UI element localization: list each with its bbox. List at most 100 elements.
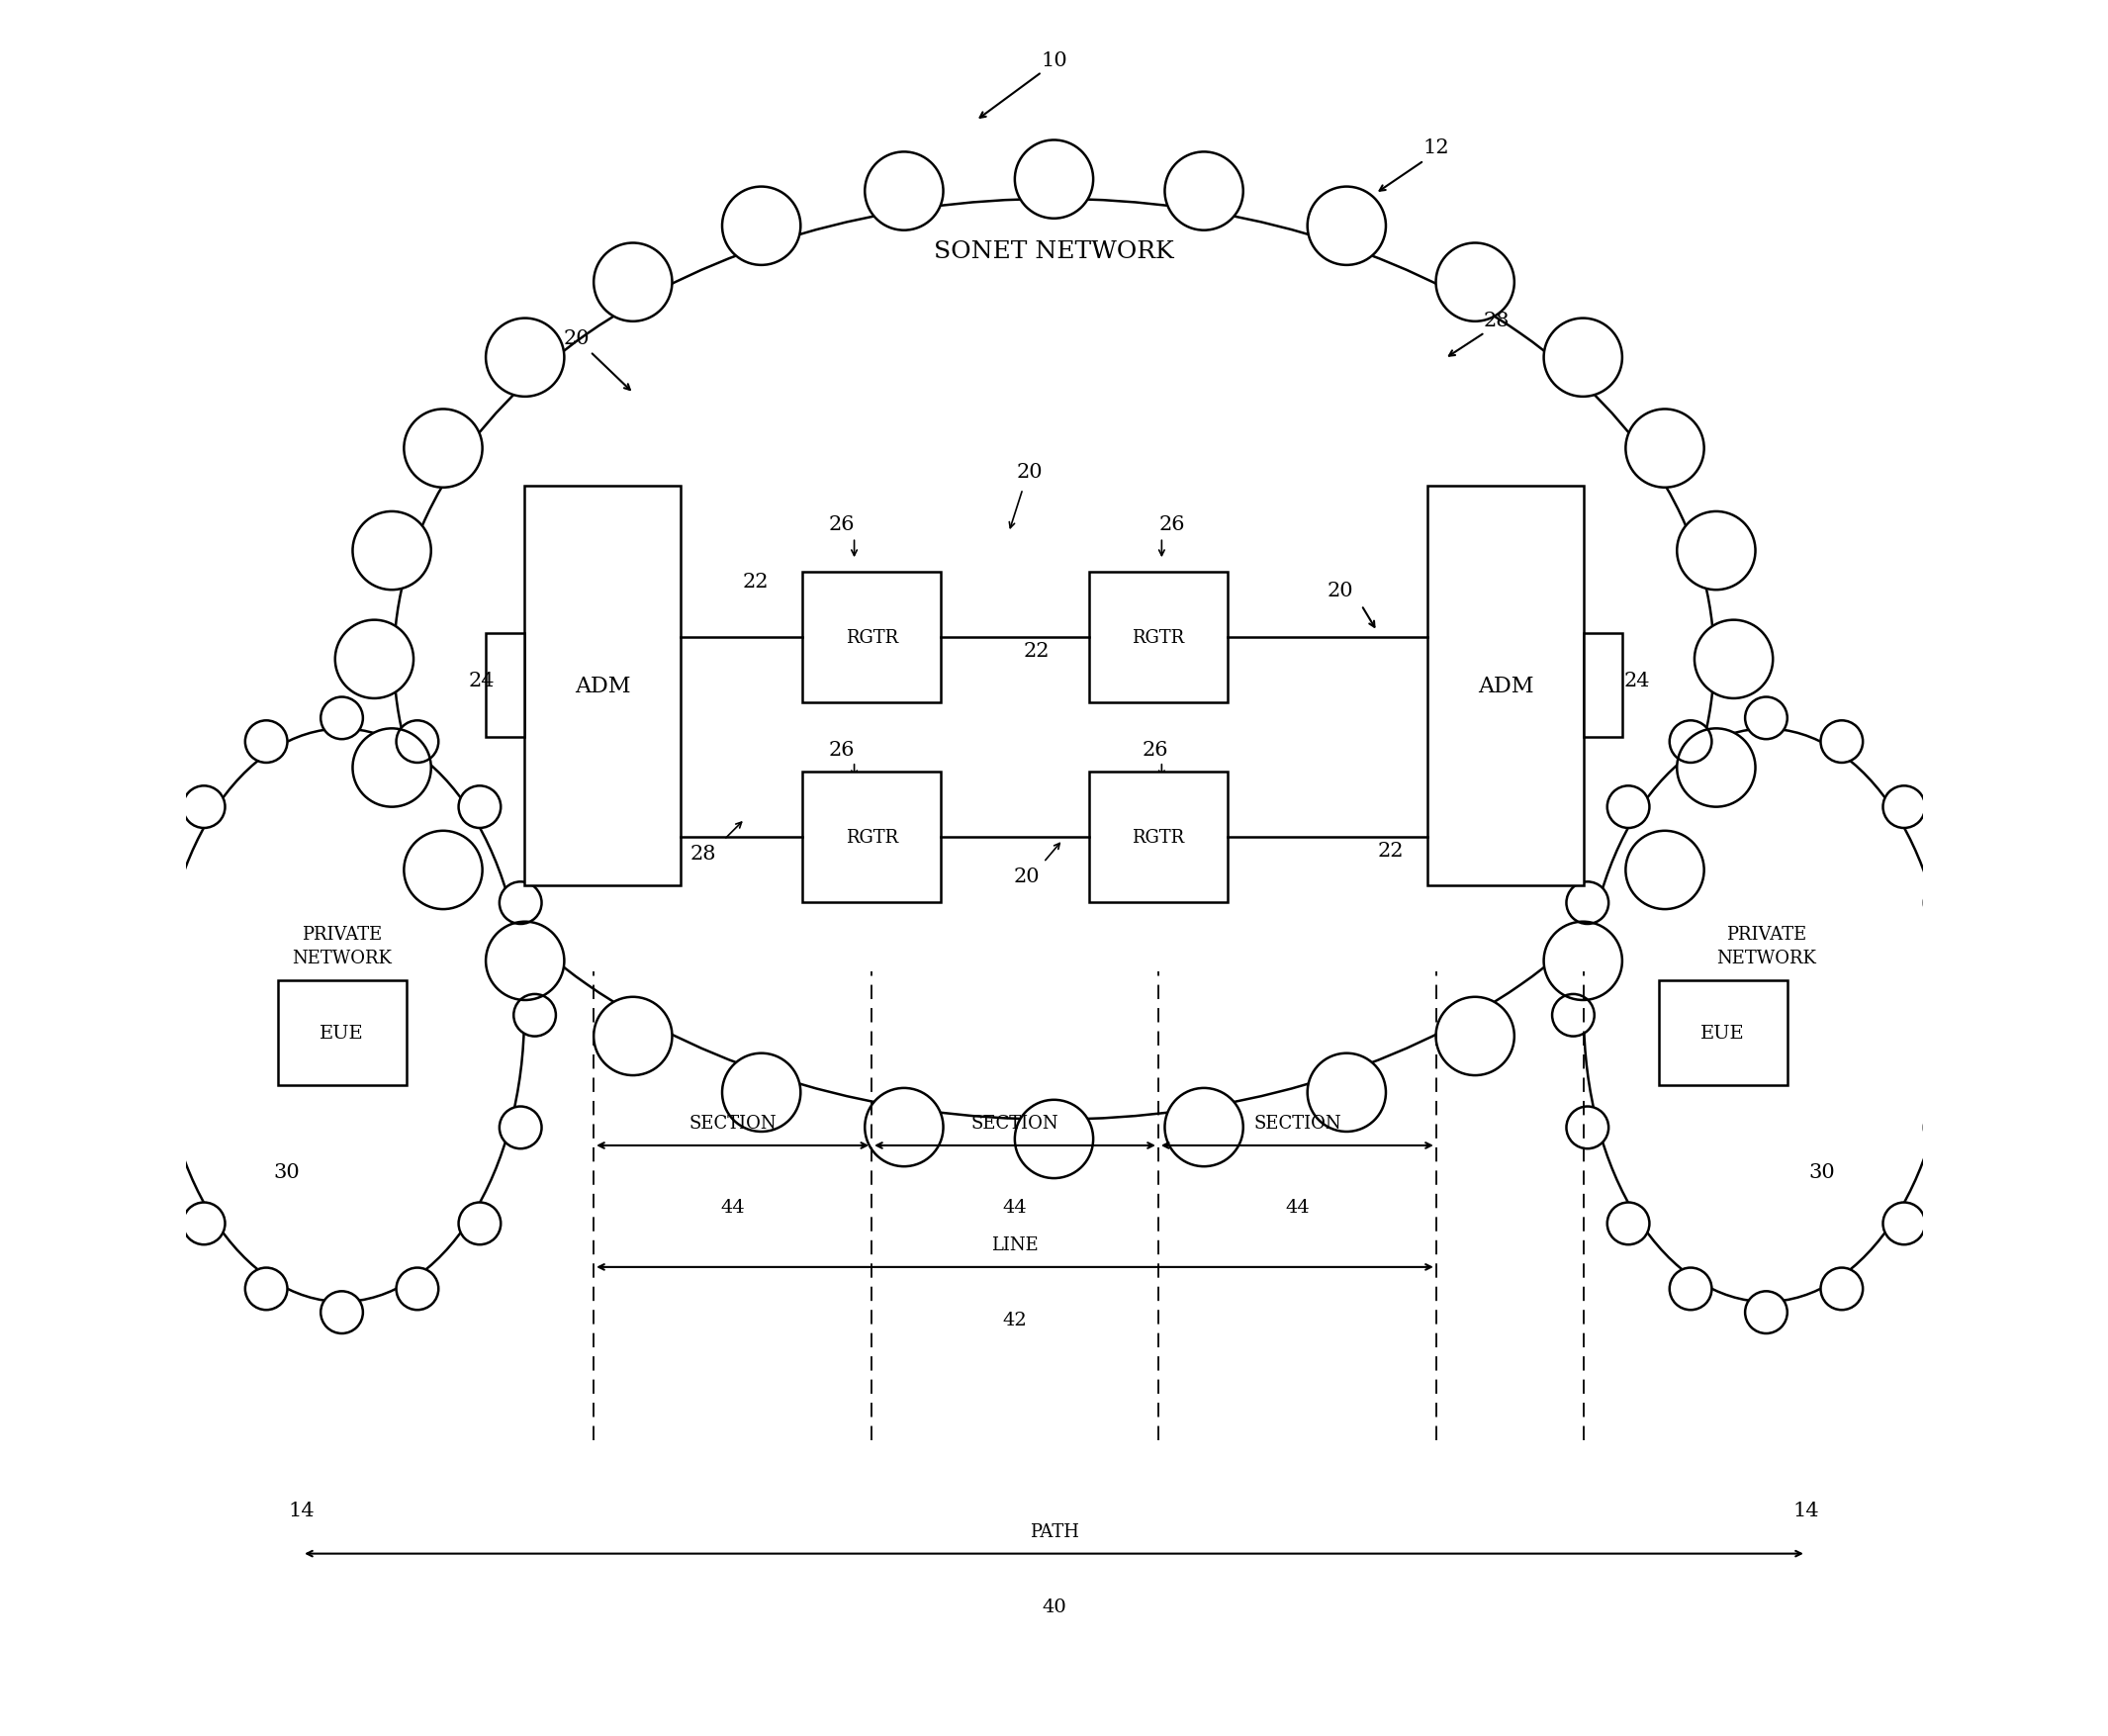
Circle shape [460, 1203, 502, 1245]
Text: PRIVATE
NETWORK: PRIVATE NETWORK [1716, 925, 1817, 967]
FancyBboxPatch shape [278, 981, 407, 1085]
Circle shape [1551, 995, 1594, 1036]
Circle shape [723, 1054, 801, 1132]
Circle shape [396, 720, 438, 764]
Text: RGTR: RGTR [1132, 628, 1185, 648]
Ellipse shape [160, 729, 525, 1302]
Circle shape [864, 1088, 942, 1167]
Text: ADM: ADM [573, 675, 630, 696]
Text: 26: 26 [1143, 741, 1168, 759]
Text: 44: 44 [1286, 1198, 1309, 1215]
Text: 28: 28 [1484, 312, 1509, 330]
Circle shape [1670, 1267, 1712, 1311]
Text: 42: 42 [1003, 1311, 1027, 1328]
Text: 26: 26 [828, 516, 856, 533]
Text: 14: 14 [1794, 1502, 1819, 1519]
Circle shape [1566, 1108, 1608, 1149]
Circle shape [141, 882, 183, 924]
Text: RGTR: RGTR [845, 828, 898, 847]
Text: ADM: ADM [1478, 675, 1535, 696]
FancyBboxPatch shape [1583, 634, 1621, 738]
FancyBboxPatch shape [803, 773, 940, 903]
Text: EUE: EUE [320, 1024, 365, 1042]
FancyBboxPatch shape [1659, 981, 1788, 1085]
Circle shape [352, 729, 430, 807]
Ellipse shape [394, 200, 1714, 1120]
Text: 20: 20 [1014, 868, 1039, 885]
Circle shape [1543, 922, 1623, 1000]
FancyBboxPatch shape [803, 573, 940, 703]
Circle shape [1014, 1101, 1094, 1179]
Text: 30: 30 [1809, 1163, 1834, 1180]
Text: 26: 26 [1159, 516, 1185, 533]
Circle shape [1678, 729, 1756, 807]
Text: SECTION: SECTION [1254, 1115, 1341, 1132]
Text: 24: 24 [1623, 672, 1651, 689]
Text: 14: 14 [289, 1502, 314, 1519]
Circle shape [1821, 720, 1863, 764]
Text: 22: 22 [1379, 842, 1404, 859]
Circle shape [141, 1108, 183, 1149]
Circle shape [245, 720, 287, 764]
Circle shape [1166, 1088, 1244, 1167]
Circle shape [1821, 1267, 1863, 1311]
Circle shape [1625, 832, 1703, 910]
Circle shape [594, 996, 672, 1076]
Circle shape [1543, 319, 1623, 398]
Circle shape [1695, 620, 1773, 700]
Text: 22: 22 [1024, 642, 1050, 660]
Circle shape [1436, 243, 1514, 323]
Text: 44: 44 [721, 1198, 744, 1215]
Circle shape [183, 786, 226, 828]
Circle shape [1307, 187, 1385, 266]
Text: 20: 20 [563, 330, 590, 347]
Circle shape [1678, 512, 1756, 590]
Circle shape [1745, 1292, 1788, 1333]
Text: 20: 20 [1016, 464, 1043, 481]
Circle shape [1882, 786, 1925, 828]
FancyBboxPatch shape [1088, 573, 1227, 703]
Circle shape [1566, 882, 1608, 924]
Circle shape [500, 1108, 542, 1149]
Circle shape [1937, 995, 1979, 1036]
Circle shape [723, 187, 801, 266]
Circle shape [1882, 1203, 1925, 1245]
Text: SECTION: SECTION [689, 1115, 776, 1132]
Text: 40: 40 [1041, 1597, 1067, 1614]
Circle shape [1625, 410, 1703, 488]
Circle shape [1014, 141, 1094, 219]
Text: 30: 30 [274, 1163, 299, 1180]
Text: SONET NETWORK: SONET NETWORK [934, 240, 1174, 264]
Text: LINE: LINE [991, 1236, 1039, 1253]
FancyBboxPatch shape [487, 634, 525, 738]
Circle shape [1307, 1054, 1385, 1132]
Text: 20: 20 [1328, 582, 1353, 599]
Text: 44: 44 [1003, 1198, 1027, 1215]
Circle shape [245, 1267, 287, 1311]
FancyBboxPatch shape [1088, 773, 1227, 903]
Circle shape [396, 1267, 438, 1311]
Circle shape [1925, 1108, 1967, 1149]
FancyBboxPatch shape [1427, 486, 1583, 885]
Circle shape [1166, 153, 1244, 231]
Circle shape [1670, 720, 1712, 764]
Circle shape [1745, 698, 1788, 740]
Circle shape [1925, 882, 1967, 924]
Ellipse shape [1583, 729, 1948, 1302]
Circle shape [514, 995, 557, 1036]
Circle shape [1436, 996, 1514, 1076]
Text: 10: 10 [1041, 52, 1067, 69]
Text: 26: 26 [828, 741, 856, 759]
Circle shape [129, 995, 171, 1036]
Circle shape [405, 832, 483, 910]
Circle shape [500, 882, 542, 924]
Text: 28: 28 [689, 845, 717, 863]
Text: EUE: EUE [1701, 1024, 1745, 1042]
Circle shape [335, 620, 413, 700]
Circle shape [320, 1292, 363, 1333]
Circle shape [460, 786, 502, 828]
Circle shape [485, 319, 565, 398]
FancyBboxPatch shape [525, 486, 681, 885]
Circle shape [1606, 1203, 1648, 1245]
Text: 24: 24 [468, 672, 495, 689]
